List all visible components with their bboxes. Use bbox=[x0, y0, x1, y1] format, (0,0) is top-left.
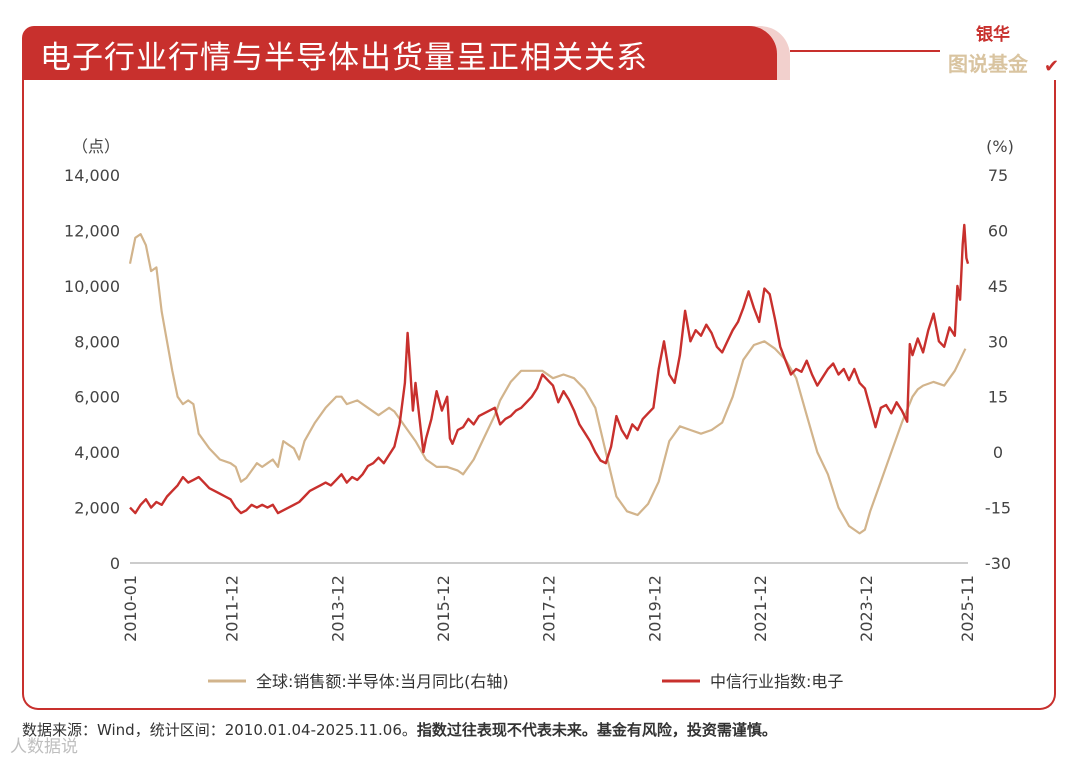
electronics-index-line bbox=[129, 223, 970, 515]
x-tick-label: 2025-11 bbox=[958, 575, 977, 642]
left-tick-label: 10,000 bbox=[64, 277, 120, 296]
semiconductor-sales-yoy-line bbox=[128, 233, 967, 535]
header-rule bbox=[790, 50, 940, 52]
x-tick-label: 2013-12 bbox=[328, 575, 347, 642]
logo-series-text: 图说基金 bbox=[948, 52, 1028, 76]
footnote: 数据来源：Wind，统计区间：2010.01.04-2025.11.06。指数过… bbox=[22, 719, 777, 740]
left-tick-label: 4,000 bbox=[74, 443, 120, 462]
right-tick-label: -15 bbox=[985, 499, 1011, 518]
chart-frame bbox=[22, 80, 1056, 710]
legend-semiconductor-label: 全球:销售额:半导体:当月同比(右轴) bbox=[256, 672, 509, 691]
x-tick-label: 2023-12 bbox=[857, 575, 876, 642]
right-axis-unit: (%) bbox=[986, 137, 1014, 156]
x-tick-label: 2017-12 bbox=[540, 575, 559, 642]
x-tick-label: 2011-12 bbox=[223, 575, 242, 642]
header-bar bbox=[22, 26, 777, 80]
right-tick-label: 60 bbox=[988, 221, 1008, 240]
left-tick-label: 14,000 bbox=[64, 166, 120, 185]
right-tick-label: 45 bbox=[988, 277, 1008, 296]
data-source-note: 数据来源：Wind，统计区间：2010.01.04-2025.11.06。 bbox=[22, 721, 417, 739]
x-tick-label: 2021-12 bbox=[751, 575, 770, 642]
left-tick-label: 8,000 bbox=[74, 332, 120, 351]
right-tick-label: 15 bbox=[988, 388, 1008, 407]
left-axis-unit: （点） bbox=[72, 137, 120, 156]
x-tick-label: 2010-01 bbox=[121, 575, 140, 642]
left-tick-label: 0 bbox=[110, 554, 120, 573]
legend-electronics-label: 中信行业指数:电子 bbox=[710, 672, 843, 691]
left-tick-label: 12,000 bbox=[64, 221, 120, 240]
right-tick-label: 75 bbox=[988, 166, 1008, 185]
page-title: 电子行业行情与半导体出货量呈正相关关系 bbox=[40, 40, 648, 76]
check-icon: ✔ bbox=[1044, 56, 1060, 77]
risk-disclaimer: 指数过往表现不代表未来。基金有风险，投资需谨慎。 bbox=[416, 721, 777, 739]
x-tick-label: 2019-12 bbox=[645, 575, 664, 642]
right-tick-label: 0 bbox=[993, 443, 1003, 462]
left-tick-label: 6,000 bbox=[74, 388, 120, 407]
left-tick-label: 2,000 bbox=[74, 499, 120, 518]
right-tick-label: 30 bbox=[988, 332, 1008, 351]
right-tick-label: -30 bbox=[985, 554, 1011, 573]
yinhua-logo: 银华 图说基金 ✔ bbox=[946, 20, 1061, 80]
watermark-text: 人数据说 bbox=[10, 737, 78, 757]
logo-brand-text: 银华 bbox=[976, 25, 1010, 45]
x-tick-label: 2015-12 bbox=[434, 575, 453, 642]
